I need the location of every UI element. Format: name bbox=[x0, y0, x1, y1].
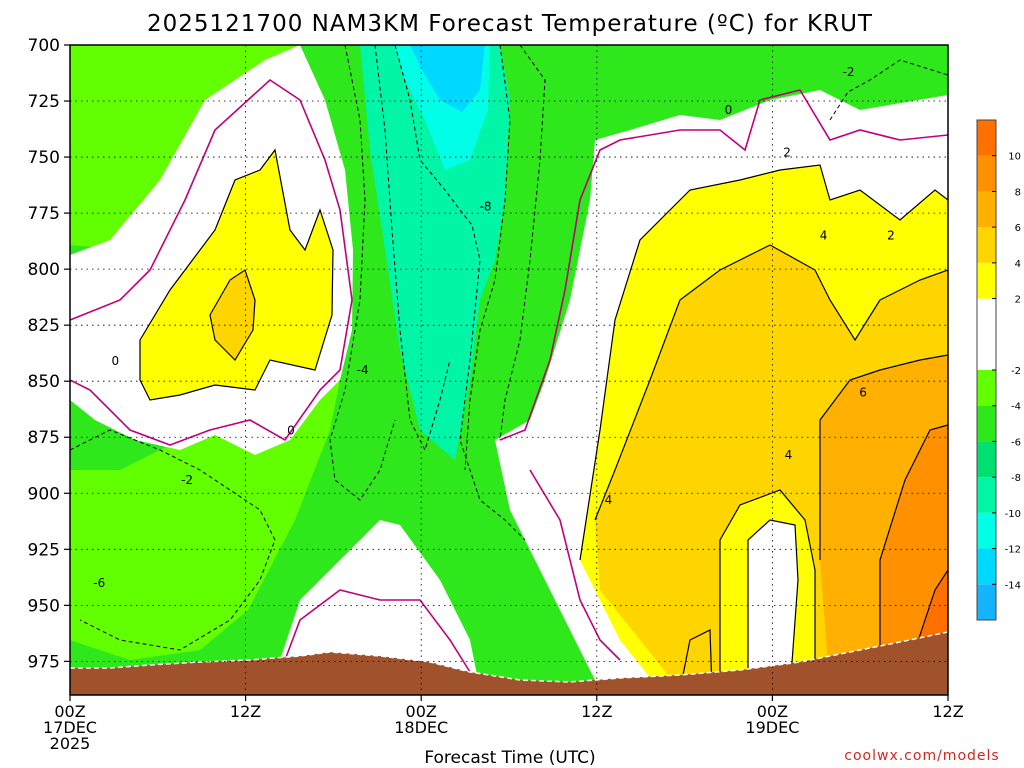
contour-lines-dashed bbox=[70, 45, 948, 651]
plot-area: -2 0 2 -8 4 2 0 -4 6 0 4 -2 4 -6 bbox=[70, 45, 948, 695]
y-tick-label: 925 bbox=[28, 540, 60, 560]
colorbar-swatch bbox=[977, 262, 996, 299]
x-tick-label: 00Z bbox=[406, 702, 437, 721]
x-axis-label: Forecast Time (UTC) bbox=[424, 748, 595, 768]
y-tick-label: 850 bbox=[28, 372, 60, 392]
x-tick-label: 00Z bbox=[54, 702, 85, 721]
contour-lines-zero bbox=[70, 78, 948, 681]
contour-label: -2 bbox=[843, 65, 855, 79]
y-tick-label: 950 bbox=[28, 596, 60, 616]
y-tick-label: 700 bbox=[28, 36, 60, 56]
colorbar-label: -8 bbox=[1011, 473, 1021, 484]
colorbar-swatch bbox=[977, 441, 996, 478]
y-tick-label: 800 bbox=[28, 260, 60, 280]
plot-frame bbox=[69, 44, 949, 696]
colorbar-swatch bbox=[977, 227, 996, 263]
colorbar: -14 -12 -10 -8 -6 -4 -2 2 4 6 8 10 bbox=[976, 119, 1021, 621]
colorbar-label: 4 bbox=[1015, 259, 1021, 270]
contour-label: -6 bbox=[93, 576, 105, 590]
colorbar-swatch bbox=[977, 370, 996, 406]
colorbar-label: -2 bbox=[1011, 366, 1021, 377]
y-tick-label: 825 bbox=[28, 316, 60, 336]
contour-label: 0 bbox=[287, 424, 295, 438]
field-region-white-lower bbox=[280, 520, 480, 690]
terrain-edge bbox=[70, 631, 948, 683]
colorbar-label: 2 bbox=[1015, 295, 1021, 306]
x-tick-label: 12Z bbox=[932, 702, 963, 721]
colorbar-label: -10 bbox=[1005, 509, 1021, 520]
colorbar-swatch bbox=[977, 584, 996, 620]
colorbar-label: 10 bbox=[1008, 152, 1021, 163]
colorbar-label: -6 bbox=[1011, 437, 1021, 448]
contour-label: -4 bbox=[357, 363, 369, 377]
colorbar-label: -14 bbox=[1005, 580, 1021, 591]
contour-label: 2 bbox=[887, 229, 895, 243]
credit-text: coolwx.com/models bbox=[844, 748, 999, 764]
x-tick-label: 17DEC bbox=[43, 718, 97, 737]
contour-label: 6 bbox=[859, 385, 867, 399]
colorbar-label: 8 bbox=[1015, 187, 1021, 198]
y-tick-label: 750 bbox=[28, 148, 60, 168]
colorbar-label: 6 bbox=[1015, 223, 1021, 234]
gridlines bbox=[70, 45, 948, 695]
contour-label: 4 bbox=[785, 448, 793, 462]
contour-label: -2 bbox=[181, 473, 193, 487]
colorbar-swatch bbox=[977, 298, 996, 370]
x-tick-label: 12Z bbox=[581, 702, 612, 721]
field-region-orange-left bbox=[210, 270, 255, 360]
x-tick-label: 12Z bbox=[230, 702, 261, 721]
colorbar-label: -12 bbox=[1005, 545, 1021, 556]
y-tick-label: 725 bbox=[28, 92, 60, 112]
colorbar-swatch bbox=[977, 477, 996, 513]
y-axis: 700 725 750 775 800 825 850 875 900 925 950 975 bbox=[28, 36, 70, 672]
colorbar-swatch bbox=[977, 155, 996, 192]
contour-label: 4 bbox=[820, 229, 828, 243]
chart-title: 2025121700 NAM3KM Forecast Temperature (… bbox=[147, 11, 873, 37]
contour-label: 0 bbox=[725, 103, 733, 117]
colorbar-swatch bbox=[977, 548, 996, 585]
x-tick-label: 2025 bbox=[50, 734, 91, 753]
field-region-white-pocket bbox=[748, 520, 798, 690]
x-tick-label: 00Z bbox=[757, 702, 788, 721]
contour-label: 4 bbox=[605, 493, 613, 507]
x-tick-label: 19DEC bbox=[745, 718, 799, 737]
contour-labels: -2 0 2 -8 4 2 0 -4 6 0 4 -2 4 -6 bbox=[93, 65, 894, 590]
y-tick-label: 775 bbox=[28, 204, 60, 224]
colorbar-swatch bbox=[977, 120, 996, 156]
terrain bbox=[70, 632, 948, 695]
y-tick-label: 875 bbox=[28, 428, 60, 448]
y-tick-label: 900 bbox=[28, 484, 60, 504]
colorbar-swatch bbox=[977, 405, 996, 442]
colorbar-label: -4 bbox=[1011, 402, 1021, 413]
contour-label: 0 bbox=[112, 354, 120, 368]
y-tick-label: 975 bbox=[28, 652, 60, 672]
x-tick-label: 18DEC bbox=[394, 718, 448, 737]
contour-lines-solid bbox=[139, 148, 948, 691]
field-region-cyan3 bbox=[410, 45, 485, 112]
contour-label: -8 bbox=[480, 199, 492, 213]
contour-label: 2 bbox=[783, 146, 791, 160]
colorbar-swatch bbox=[977, 191, 996, 228]
colorbar-swatch bbox=[977, 512, 996, 549]
